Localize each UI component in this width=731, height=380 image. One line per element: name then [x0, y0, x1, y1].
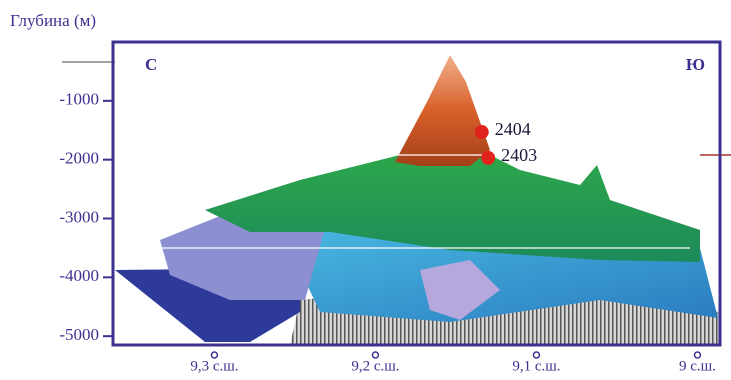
corner-label: Ю — [686, 55, 705, 74]
x-tick — [210, 351, 219, 359]
x-tick — [371, 351, 380, 359]
y-tick-label: -5000 — [59, 325, 99, 344]
y-tick-label: -3000 — [59, 207, 99, 226]
x-tick-label: 9,3 с.ш. — [190, 358, 238, 374]
terrain — [62, 55, 731, 345]
plot-frame — [111, 40, 722, 347]
y-axis-title: Глубина (м) — [10, 11, 96, 30]
station-marker — [474, 125, 489, 140]
x-tick-label: 9,2 с.ш. — [351, 358, 399, 374]
y-tick-label: -4000 — [59, 266, 99, 285]
x-tick — [532, 351, 541, 359]
station-marker — [481, 150, 496, 165]
corner-label: С — [145, 55, 157, 74]
x-tick — [693, 351, 702, 359]
x-tick-label: 9 с.ш. — [679, 358, 716, 374]
y-tick-label: -1000 — [59, 90, 99, 109]
y-tick-label: -2000 — [59, 149, 99, 168]
x-tick-label: 9,1 с.ш. — [512, 358, 560, 374]
station-label: 2404 — [495, 119, 531, 139]
station-label: 2403 — [501, 145, 537, 165]
